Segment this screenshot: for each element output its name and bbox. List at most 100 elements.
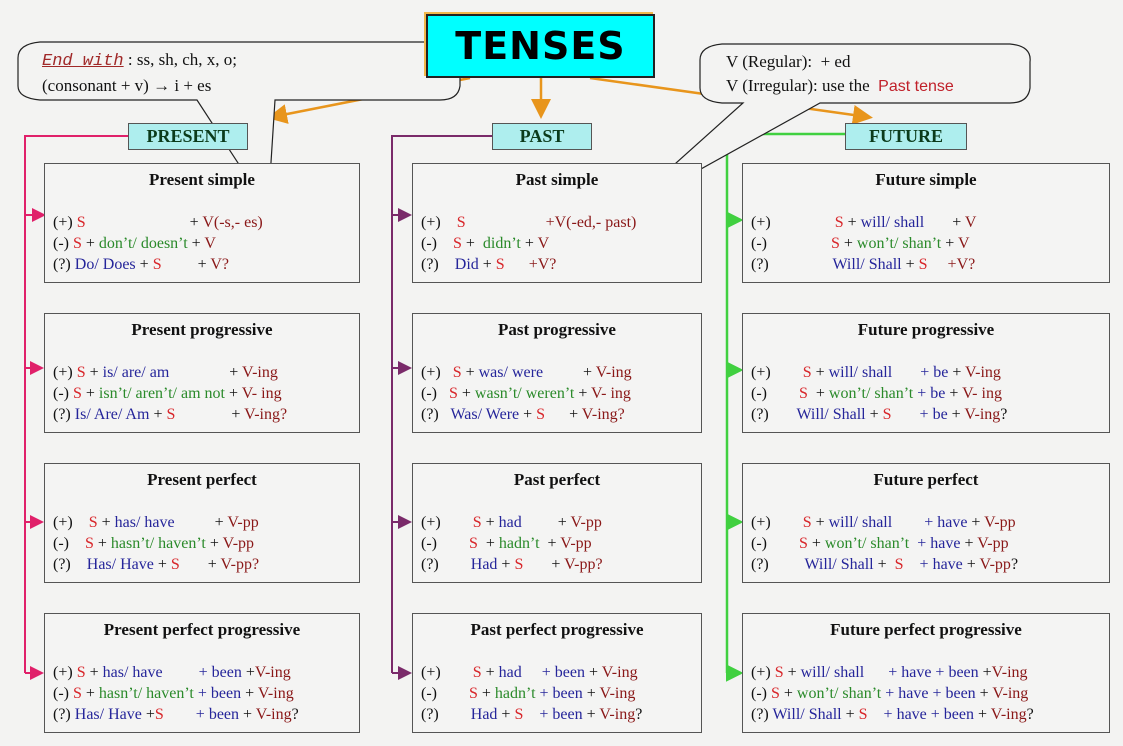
formula-part: V- ing (241, 385, 282, 402)
formula-part: S (88, 514, 98, 531)
formula-row: (?) Is/ Are/ Am + S + V-ing? (53, 404, 287, 425)
formula-part: S (456, 214, 466, 231)
tense-box-title: Present perfect (147, 470, 257, 489)
formula-row: (?) Had + S + V-pp? (421, 554, 603, 575)
formula-part: hadn’t (494, 685, 536, 702)
formula-part: (-) (751, 685, 771, 702)
formula-part: V-ing (599, 706, 636, 723)
formula-part: isn’t/ aren’t/ am not (98, 385, 225, 402)
callout-left-line1: : ss, sh, ch, x, o; (123, 50, 237, 69)
formula-part: + (582, 685, 600, 702)
formula-part: + have (903, 556, 963, 573)
formula-part: had (498, 514, 522, 531)
formula-part: + be (913, 385, 946, 402)
callout-right: V (Regular): + ed V (Irregular): use the… (726, 50, 954, 99)
formula-row: (-) S + won’t/ shan’t + V (751, 233, 976, 254)
callout-right-shape (617, 43, 1031, 216)
tense-box-title: Present simple (149, 170, 255, 189)
callout-right-line1: V (Regular): + ed (726, 52, 851, 71)
formula-row: (-) S + hadn’t + V-pp (421, 533, 603, 554)
formula-part: + (783, 664, 801, 681)
formula-part: + (481, 514, 499, 531)
formula-part: S (894, 556, 904, 573)
formula-part: V-ing (242, 364, 278, 381)
formula-part: + (461, 364, 479, 381)
formula-part: V-pp (977, 535, 1009, 552)
formula-part: (+) (53, 214, 77, 231)
formula-part: + (85, 664, 103, 681)
formula-part: + (497, 556, 515, 573)
formula-row: (-) S + hadn’t + been + V-ing (421, 683, 642, 704)
tense-box-title: Past perfect progressive (470, 620, 644, 639)
formula-row: (?) Will/ Shall + S + have + V-pp? (751, 554, 1018, 575)
formula-part: S (830, 235, 840, 252)
formula-row: (-) S + won’t/ shan’t + be + V- ing (751, 383, 1007, 404)
formula-part: + (241, 685, 258, 702)
formula-rows: (+) S + is/ are/ am + V-ing (-) S + isn’t… (53, 362, 287, 425)
formula-part: S (495, 256, 505, 273)
formula-part: Will/ Shall (772, 706, 842, 723)
formula-part: + (224, 385, 242, 402)
formula-part: + (947, 406, 965, 423)
formula-part: V-ing (255, 706, 292, 723)
formula-part: (-) (421, 385, 449, 402)
formula-part: V-pp (984, 514, 1016, 531)
formula-row: (?) Had + S + been + V-ing? (421, 704, 642, 725)
formula-part: S (774, 664, 784, 681)
formula-row: (+) S + was/ were + V-ing (421, 362, 632, 383)
formula-part: S (72, 235, 82, 252)
tense-box: Present progressive (+) S + is/ are/ am +… (44, 313, 360, 433)
past-tense-highlight: Past tense (878, 78, 954, 95)
formula-row: (?) Has/ Have +S + been + V-ing? (53, 704, 299, 725)
header-future: FUTURE (845, 123, 967, 150)
formula-part: + (205, 535, 223, 552)
formula-part: + (81, 385, 99, 402)
formula-part: + (478, 256, 496, 273)
formula-part: (?) (53, 556, 87, 573)
formula-rows: (+) S + was/ were + V-ing (-) S + wasn’t/… (421, 362, 632, 425)
tense-box-title: Future perfect progressive (830, 620, 1022, 639)
formula-part: V? (210, 256, 229, 273)
formula-part: V-ing (965, 364, 1001, 381)
formula-row: (-) S + hasn’t/ haven’t + been + V-ing (53, 683, 299, 704)
formula-row: (+) S + has/ have + been +V-ing (53, 662, 299, 683)
formula-part: + (187, 235, 205, 252)
formula-part: + (582, 706, 600, 723)
callout-left: End with : ss, sh, ch, x, o; (consonant … (42, 48, 237, 98)
formula-part: (?) (421, 256, 455, 273)
formula-part: + (807, 535, 825, 552)
formula-part: + (85, 364, 103, 381)
formula-part: + (865, 406, 883, 423)
formula-part: don’t/ doesn’t (98, 235, 188, 252)
formula-part (892, 514, 924, 531)
formula-part (864, 664, 888, 681)
formula-row: (?) Will/ Shall + S + be + V-ing? (751, 404, 1007, 425)
formula-part: S (798, 535, 808, 552)
formula-part: + (520, 235, 538, 252)
formula-row: (?) Will/ Shall + S + have + been + V-in… (751, 704, 1034, 725)
formula-part: will/ shall (828, 514, 893, 531)
formula-part: ? (1010, 556, 1019, 573)
formula-part: V-ing (992, 685, 1029, 702)
callout-left-line2: (consonant + v) → i + es (42, 76, 212, 95)
formula-part: will/ shall (800, 664, 865, 681)
formula-part: was/ were (478, 364, 544, 381)
formula-part: won’t/ shan’t (856, 235, 942, 252)
formula-part: (?) (751, 256, 833, 273)
tense-box: Past simple (+) S +V(-ed,- past) (-) S + d… (412, 163, 702, 283)
formula-part: + (811, 364, 829, 381)
formula-part: + have + been (888, 664, 979, 681)
formula-part: will/ shall (860, 214, 925, 231)
formula-part: won’t/ shan’t (828, 385, 914, 402)
tense-box-title: Past perfect (513, 470, 601, 489)
formula-rows: (+) S + V(-s,- es) (-) S + don’t/ doesn’t… (53, 212, 263, 275)
formula-part: V-pp (570, 514, 602, 531)
formula-part: (+) (53, 364, 77, 381)
tense-box-title: Future perfect (873, 470, 979, 489)
formula-part: + have + been (881, 685, 976, 702)
formula-part: S (72, 685, 82, 702)
formula-part: S (468, 685, 478, 702)
formula-part: (-) (421, 535, 469, 552)
formula-part: (+) (421, 364, 453, 381)
formula-part: V-ing? (581, 406, 625, 423)
